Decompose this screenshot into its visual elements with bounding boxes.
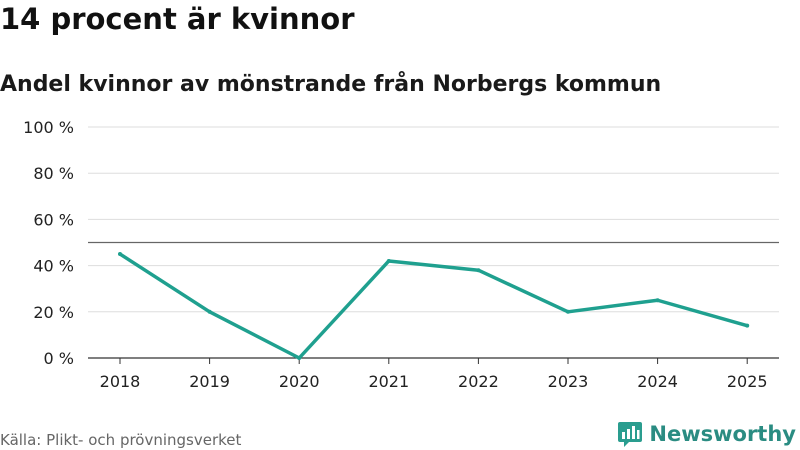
x-tick-label: 2018 (100, 372, 141, 391)
x-tick-label: 2021 (368, 372, 409, 391)
y-tick-label: 0 % (44, 349, 74, 368)
y-tick-label: 20 % (33, 303, 74, 322)
source-note: Källa: Plikt- och prövningsverket (0, 431, 242, 449)
series-line (118, 252, 749, 360)
data-point (297, 356, 302, 360)
line-chart: 0 % 20 % 40 % 60 % 80 % 100 % 2018 2019 2020 2021… (23, 118, 779, 391)
y-tick-label: 80 % (33, 164, 74, 183)
data-point (745, 323, 750, 328)
x-tick-label: 2023 (548, 372, 589, 391)
data-point (207, 309, 212, 314)
data-point (118, 252, 122, 257)
y-tick-label: 40 % (33, 257, 74, 276)
x-tick-label: 2022 (458, 372, 499, 391)
data-point (476, 268, 481, 273)
x-tick-label: 2020 (279, 372, 320, 391)
x-tick-label: 2025 (727, 372, 768, 391)
x-tick-label: 2024 (637, 372, 678, 391)
data-point (655, 298, 660, 303)
y-tick-label: 60 % (33, 210, 74, 229)
chart-subtitle: Andel kvinnor av mönstrande från Norberg… (0, 72, 662, 97)
newsworthy-logo-icon (618, 422, 643, 447)
x-tick-label: 2019 (189, 372, 230, 391)
brand-name: Newsworthy (649, 422, 796, 446)
y-tick-label: 100 % (23, 118, 74, 137)
brand-logo[interactable]: Newsworthy (617, 420, 796, 448)
data-point (566, 309, 570, 314)
data-point (386, 258, 391, 263)
chart-title: 14 procent är kvinnor (0, 2, 355, 36)
